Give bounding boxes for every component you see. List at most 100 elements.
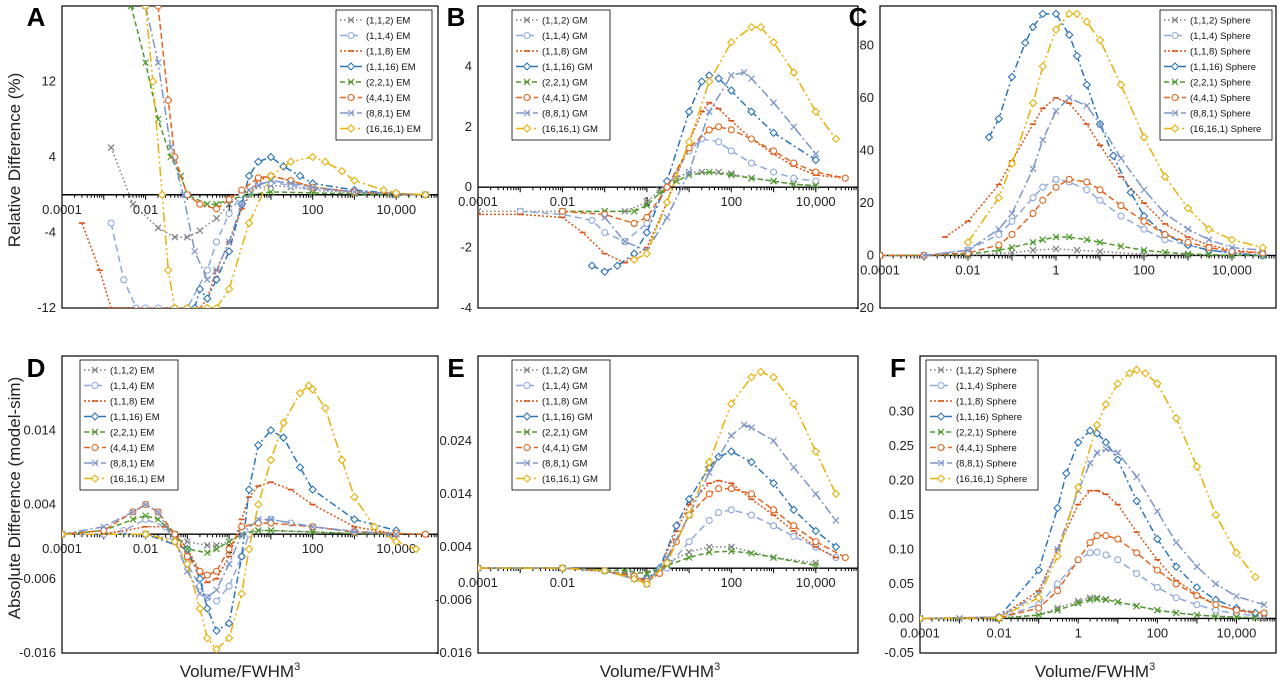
- data-point-f-16-16-1-16: [1251, 572, 1260, 582]
- data-point-a-4-4-1-6: [225, 195, 233, 204]
- y-axis-title-top: Relative Difference (%): [5, 73, 24, 247]
- legend-marker-c-4-4-1: [1171, 93, 1179, 102]
- data-point-c-1-1-16-4: [1028, 22, 1038, 32]
- data-point-a-8-8-1-4: [191, 247, 199, 255]
- y-tick-label-c-4: 60: [860, 90, 874, 105]
- legend-label-b-2-2-1: (2,2,1) GM: [542, 78, 587, 89]
- data-point-b-1-1-16-9: [714, 74, 723, 83]
- data-point-c-4-4-1-7: [1052, 183, 1060, 191]
- data-point-c-1-1-2-8: [1184, 251, 1192, 259]
- legend-label-d-1-1-4: (1,1,4) EM: [110, 381, 154, 392]
- data-point-e-2-2-1-10: [812, 562, 820, 569]
- data-point-f-1-1-4-10: [1153, 583, 1161, 591]
- y-tick-label-a-1: -4: [44, 225, 56, 240]
- legend-label-c-1-1-16: (1,1,16) Sphere: [1190, 62, 1256, 73]
- data-point-b-1-1-4-9: [715, 138, 723, 146]
- data-point-d-2-2-1-8: [213, 545, 220, 553]
- data-point-f-4-4-1-5: [1086, 538, 1094, 547]
- data-point-b-16-16-1-2: [662, 198, 672, 207]
- data-point-b-2-2-1-12: [812, 182, 820, 190]
- data-point-c-8-8-1-11: [1140, 186, 1148, 194]
- data-point-d-1-1-16-4: [202, 604, 212, 613]
- data-point-e-1-1-4-6: [685, 538, 693, 546]
- data-point-c-2-2-1-9: [1083, 236, 1091, 244]
- x-tick-label-f-3: 100: [1146, 625, 1168, 640]
- data-point-a-2-2-1-11: [309, 189, 317, 197]
- data-point-c-8-8-1-1: [964, 246, 972, 254]
- data-point-c-1-1-16-5: [1038, 9, 1048, 19]
- legend-label-d-1-1-2: (1,1,2) EM: [110, 366, 154, 377]
- data-point-f-4-4-1-9: [1133, 549, 1141, 557]
- legend-marker-e-8-8-1: [523, 459, 531, 467]
- data-point-f-4-4-1-13: [1212, 601, 1220, 609]
- data-point-b-8-8-1-9: [770, 99, 777, 107]
- legend-box-d: [79, 359, 179, 491]
- legend-label-d-8-8-1: (8,8,1) EM: [110, 459, 154, 470]
- legend-label-a-4-4-1: (4,4,1) EM: [366, 93, 410, 104]
- data-point-e-1-1-16-15: [831, 542, 841, 552]
- chart-panel-d: -0.016-0.0060.0040.0140.00010.01110010,0…: [19, 353, 439, 660]
- x-minor-ticks-b: [477, 187, 857, 193]
- data-point-c-1-1-2-5: [1073, 246, 1081, 254]
- data-point-c-8-8-1-8: [1083, 102, 1091, 110]
- data-point-b-1-1-4-3: [601, 228, 609, 237]
- data-point-a-2-2-1-1: [142, 59, 149, 67]
- data-point-b-8-8-1-7: [740, 69, 748, 76]
- legend-marker-b-4-4-1: [523, 93, 531, 102]
- data-point-f-8-8-1-11: [1172, 539, 1180, 546]
- y-tick-label-c-1: 0: [867, 247, 874, 262]
- data-point-e-4-4-1-13: [790, 522, 798, 530]
- legend-marker-f-1-1-4: [937, 381, 945, 390]
- series-layer-e: [478, 367, 849, 589]
- data-point-e-1-1-16-12: [769, 479, 778, 488]
- data-point-f-1-1-16-7: [1092, 429, 1102, 438]
- legend-label-b-4-4-1: (4,4,1) GM: [542, 93, 587, 104]
- data-point-f-1-1-16-8: [1101, 438, 1111, 447]
- data-point-b-16-16-1-1: [642, 249, 652, 258]
- data-point-f-8-8-1-14: [1233, 592, 1240, 600]
- data-point-c-2-2-1-3: [995, 246, 1003, 254]
- data-point-c-8-8-1-4: [1029, 165, 1037, 173]
- y-tick-label-d-3: 0.014: [23, 422, 56, 437]
- data-point-f-4-4-1-7: [1102, 532, 1110, 540]
- data-point-a-1-1-4-7: [203, 266, 211, 274]
- legend-marker-e-2-2-1: [523, 428, 531, 436]
- data-point-e-2-2-1-2: [621, 567, 629, 575]
- x-tick-label-c-3: 100: [1133, 262, 1155, 277]
- data-point-c-16-16-1-13: [1183, 203, 1193, 213]
- data-point-e-1-1-16-6: [672, 521, 681, 530]
- data-point-f-16-16-1-0: [920, 614, 925, 623]
- data-point-b-16-16-1-11: [831, 134, 841, 144]
- data-point-f-1-1-4-3: [1053, 580, 1062, 588]
- data-point-e-16-16-1-3: [629, 574, 639, 584]
- legend-label-e-1-1-16: (1,1,16) GM: [542, 412, 593, 423]
- data-point-d-1-1-16-11: [279, 433, 288, 442]
- data-point-e-8-8-1-14: [832, 516, 840, 524]
- data-point-c-8-8-1-15: [1228, 244, 1236, 252]
- data-point-f-2-2-1-14: [1233, 613, 1240, 621]
- data-point-c-4-4-1-9: [1083, 178, 1091, 186]
- x-axis-title-right: Volume/FWHM3: [1035, 661, 1155, 681]
- x-tick-label-f-4: 10,000: [1217, 625, 1257, 640]
- legend-marker-a-4-4-1: [347, 93, 355, 102]
- data-point-c-1-1-4-4: [1008, 217, 1016, 225]
- data-point-e-16-16-1-0: [478, 563, 483, 573]
- data-point-c-1-1-4-11: [1117, 212, 1125, 220]
- chart-panel-e: -0.016-0.0060.0040.0140.0240.00010.01110…: [435, 353, 859, 660]
- data-point-e-2-2-1-6: [705, 548, 713, 556]
- x-axis-title-middle: Volume/FWHM3: [600, 661, 720, 681]
- data-point-a-1-1-2-1: [129, 200, 137, 208]
- data-point-b-1-1-4-14: [812, 177, 820, 185]
- x-tick-label-c-1: 0.01: [955, 262, 980, 277]
- data-point-f-2-2-1-4: [1074, 599, 1082, 607]
- data-point-c-8-8-1-2: [995, 225, 1003, 233]
- data-point-b-1-1-2-0: [478, 207, 482, 215]
- data-point-a-4-4-1-5: [212, 205, 221, 213]
- data-point-b-4-4-1-11: [790, 159, 798, 167]
- data-point-f-1-1-4-8: [1114, 556, 1122, 564]
- data-point-e-16-16-1-1: [558, 563, 567, 573]
- data-point-c-2-2-1-8: [1065, 233, 1073, 241]
- data-point-b-1-1-16-13: [811, 155, 821, 165]
- y-tick-label-e-4: 0.024: [439, 433, 472, 448]
- legend-label-a-2-2-1: (2,2,1) EM: [366, 78, 410, 89]
